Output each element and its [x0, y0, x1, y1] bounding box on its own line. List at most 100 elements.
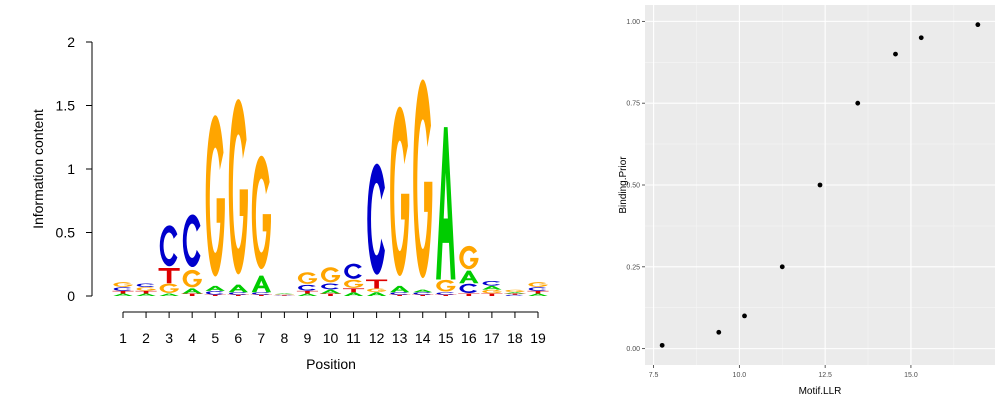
logo-letter-g — [505, 289, 525, 293]
logo-x-tick-label: 6 — [234, 330, 242, 346]
logo-letter-t — [273, 295, 295, 296]
logo-letter-g — [344, 279, 364, 288]
logo-y-tick-label: 2 — [67, 34, 75, 50]
logo-letter-c — [528, 287, 547, 291]
logo-letter-a — [528, 293, 548, 296]
logo-y-tick-label: 1 — [67, 161, 75, 177]
scatter-point — [779, 264, 785, 270]
scatter-y-ticks: 0.00 0.25 0.50 0.75 1.00 — [626, 19, 645, 353]
logo-y-tick-label: 0 — [67, 288, 75, 304]
logo-letter-g — [436, 279, 456, 292]
logo-letter-g — [251, 155, 271, 270]
scatter-x-tick-label: 12.5 — [818, 372, 832, 379]
logo-x-axis-label: Position — [306, 356, 356, 372]
logo-letter-g — [274, 294, 295, 295]
logo-y-ticks: 0 0.5 1 1.5 2 — [56, 34, 92, 304]
logo-y-tick-label: 1.5 — [56, 98, 76, 114]
logo-x-tick-label: 3 — [165, 330, 173, 346]
logo-letter-c — [505, 294, 524, 296]
scatter-point — [855, 100, 861, 106]
logo-x-tick-label: 2 — [142, 330, 150, 346]
logo-letter-a — [459, 270, 479, 284]
scatter-point — [918, 35, 924, 41]
logo-x-tick-label: 17 — [484, 330, 500, 346]
logo-x-tick-label: 13 — [392, 330, 408, 346]
scatter-x-tick-label: 7.5 — [649, 372, 659, 379]
logo-letter-c — [113, 287, 132, 291]
scatter-point — [817, 182, 823, 188]
scatter-point — [975, 22, 981, 28]
scatter-y-tick-label: 0.00 — [626, 346, 640, 353]
logo-x-tick-label: 15 — [438, 330, 454, 346]
logo-letter-g — [320, 267, 341, 283]
logo-letter-g — [528, 282, 548, 287]
scatter-point — [742, 313, 747, 319]
logo-x-tick-label: 11 — [346, 330, 361, 346]
logo-letter-a — [505, 292, 525, 294]
logo-letter-t — [412, 294, 434, 296]
logo-letter-c — [436, 292, 455, 295]
logo-letter-a — [413, 289, 433, 293]
logo-x-tick-label: 9 — [304, 330, 312, 346]
logo-x-tick-label: 7 — [257, 330, 265, 346]
logo-letter-t — [504, 293, 526, 295]
logo-letter-c — [298, 284, 316, 291]
logo-letter-g — [159, 283, 179, 293]
logo-letter-a — [159, 293, 179, 296]
logo-y-axis-label: Information content — [30, 109, 46, 229]
scatter-x-axis-label: Motif.LLR — [799, 386, 842, 397]
logo-letter-a — [113, 293, 133, 296]
logo-letter-a — [274, 293, 295, 295]
logo-letter-a — [436, 127, 456, 280]
logo-x-tick-label: 1 — [119, 330, 127, 346]
logo-letter-c — [321, 283, 339, 290]
logo-letter-g — [367, 288, 387, 292]
logo-x-tick-label: 14 — [415, 330, 431, 346]
logo-letter-a — [343, 292, 364, 296]
logo-letter-t — [250, 294, 272, 296]
logo-x-ticks: 1 2 3 4 5 6 7 8 9 10 11 12 13 14 15 16 17 18 19 — [119, 312, 546, 346]
logo-letter-c — [251, 292, 270, 295]
logo-letter-g — [482, 289, 502, 294]
logo-letter-t — [158, 268, 180, 284]
logo-letter-a — [366, 292, 387, 296]
logo-letter-t — [458, 293, 480, 296]
logo-x-tick-label: 5 — [211, 330, 219, 346]
scatter-y-tick-label: 0.25 — [626, 264, 640, 271]
logo-x-tick-label: 4 — [188, 330, 196, 346]
logo-letter-a — [320, 289, 341, 294]
logo-letter-c — [459, 283, 478, 294]
logo-x-tick-label: 18 — [507, 330, 523, 346]
logo-x-tick-label: 19 — [530, 330, 546, 346]
logo-letter-g — [390, 106, 410, 276]
scatter-x-tick-label: 15.0 — [904, 372, 918, 379]
scatter-y-tick-label: 1.00 — [626, 19, 640, 26]
logo-letter-c — [390, 292, 408, 295]
logo-letter-c — [275, 294, 293, 296]
logo-letter-c — [159, 225, 178, 267]
logo-letter-g — [136, 287, 156, 291]
logo-letter-g — [459, 245, 479, 270]
logo-letter-t — [135, 290, 157, 294]
logo-letter-c — [344, 263, 362, 279]
logo-letter-a — [182, 288, 202, 294]
logo-letter-t — [227, 294, 249, 296]
logo-letter-t — [527, 290, 549, 294]
logo-letter-g — [113, 282, 133, 287]
logo-letter-t — [204, 294, 226, 296]
logo-x-tick-label: 8 — [280, 330, 288, 346]
logo-letter-c — [205, 291, 224, 295]
logo-letter-t — [481, 293, 503, 296]
sequence-logo-chart: 00.511.52 1 2 3 4 5 6 7 8 9 10 11 12 13 14 15 16 17 18 19 … — [30, 34, 549, 372]
logo-letter-t — [296, 290, 319, 294]
logo-letter-a — [390, 285, 410, 293]
logo-x-tick-label: 10 — [323, 330, 339, 346]
scatter-x-tick-label: 10.0 — [733, 372, 747, 379]
scatter-y-axis-label: Binding.Prior — [618, 156, 629, 214]
logo-letter-a — [136, 293, 156, 296]
scatter-y-tick-label: 0.50 — [626, 183, 640, 190]
scatter-x-ticks: 7.5 10.0 12.5 15.0 — [649, 365, 918, 379]
scatter-point — [893, 51, 898, 57]
logo-x-tick-label: 16 — [461, 330, 477, 346]
logo-letter-t — [366, 279, 388, 289]
